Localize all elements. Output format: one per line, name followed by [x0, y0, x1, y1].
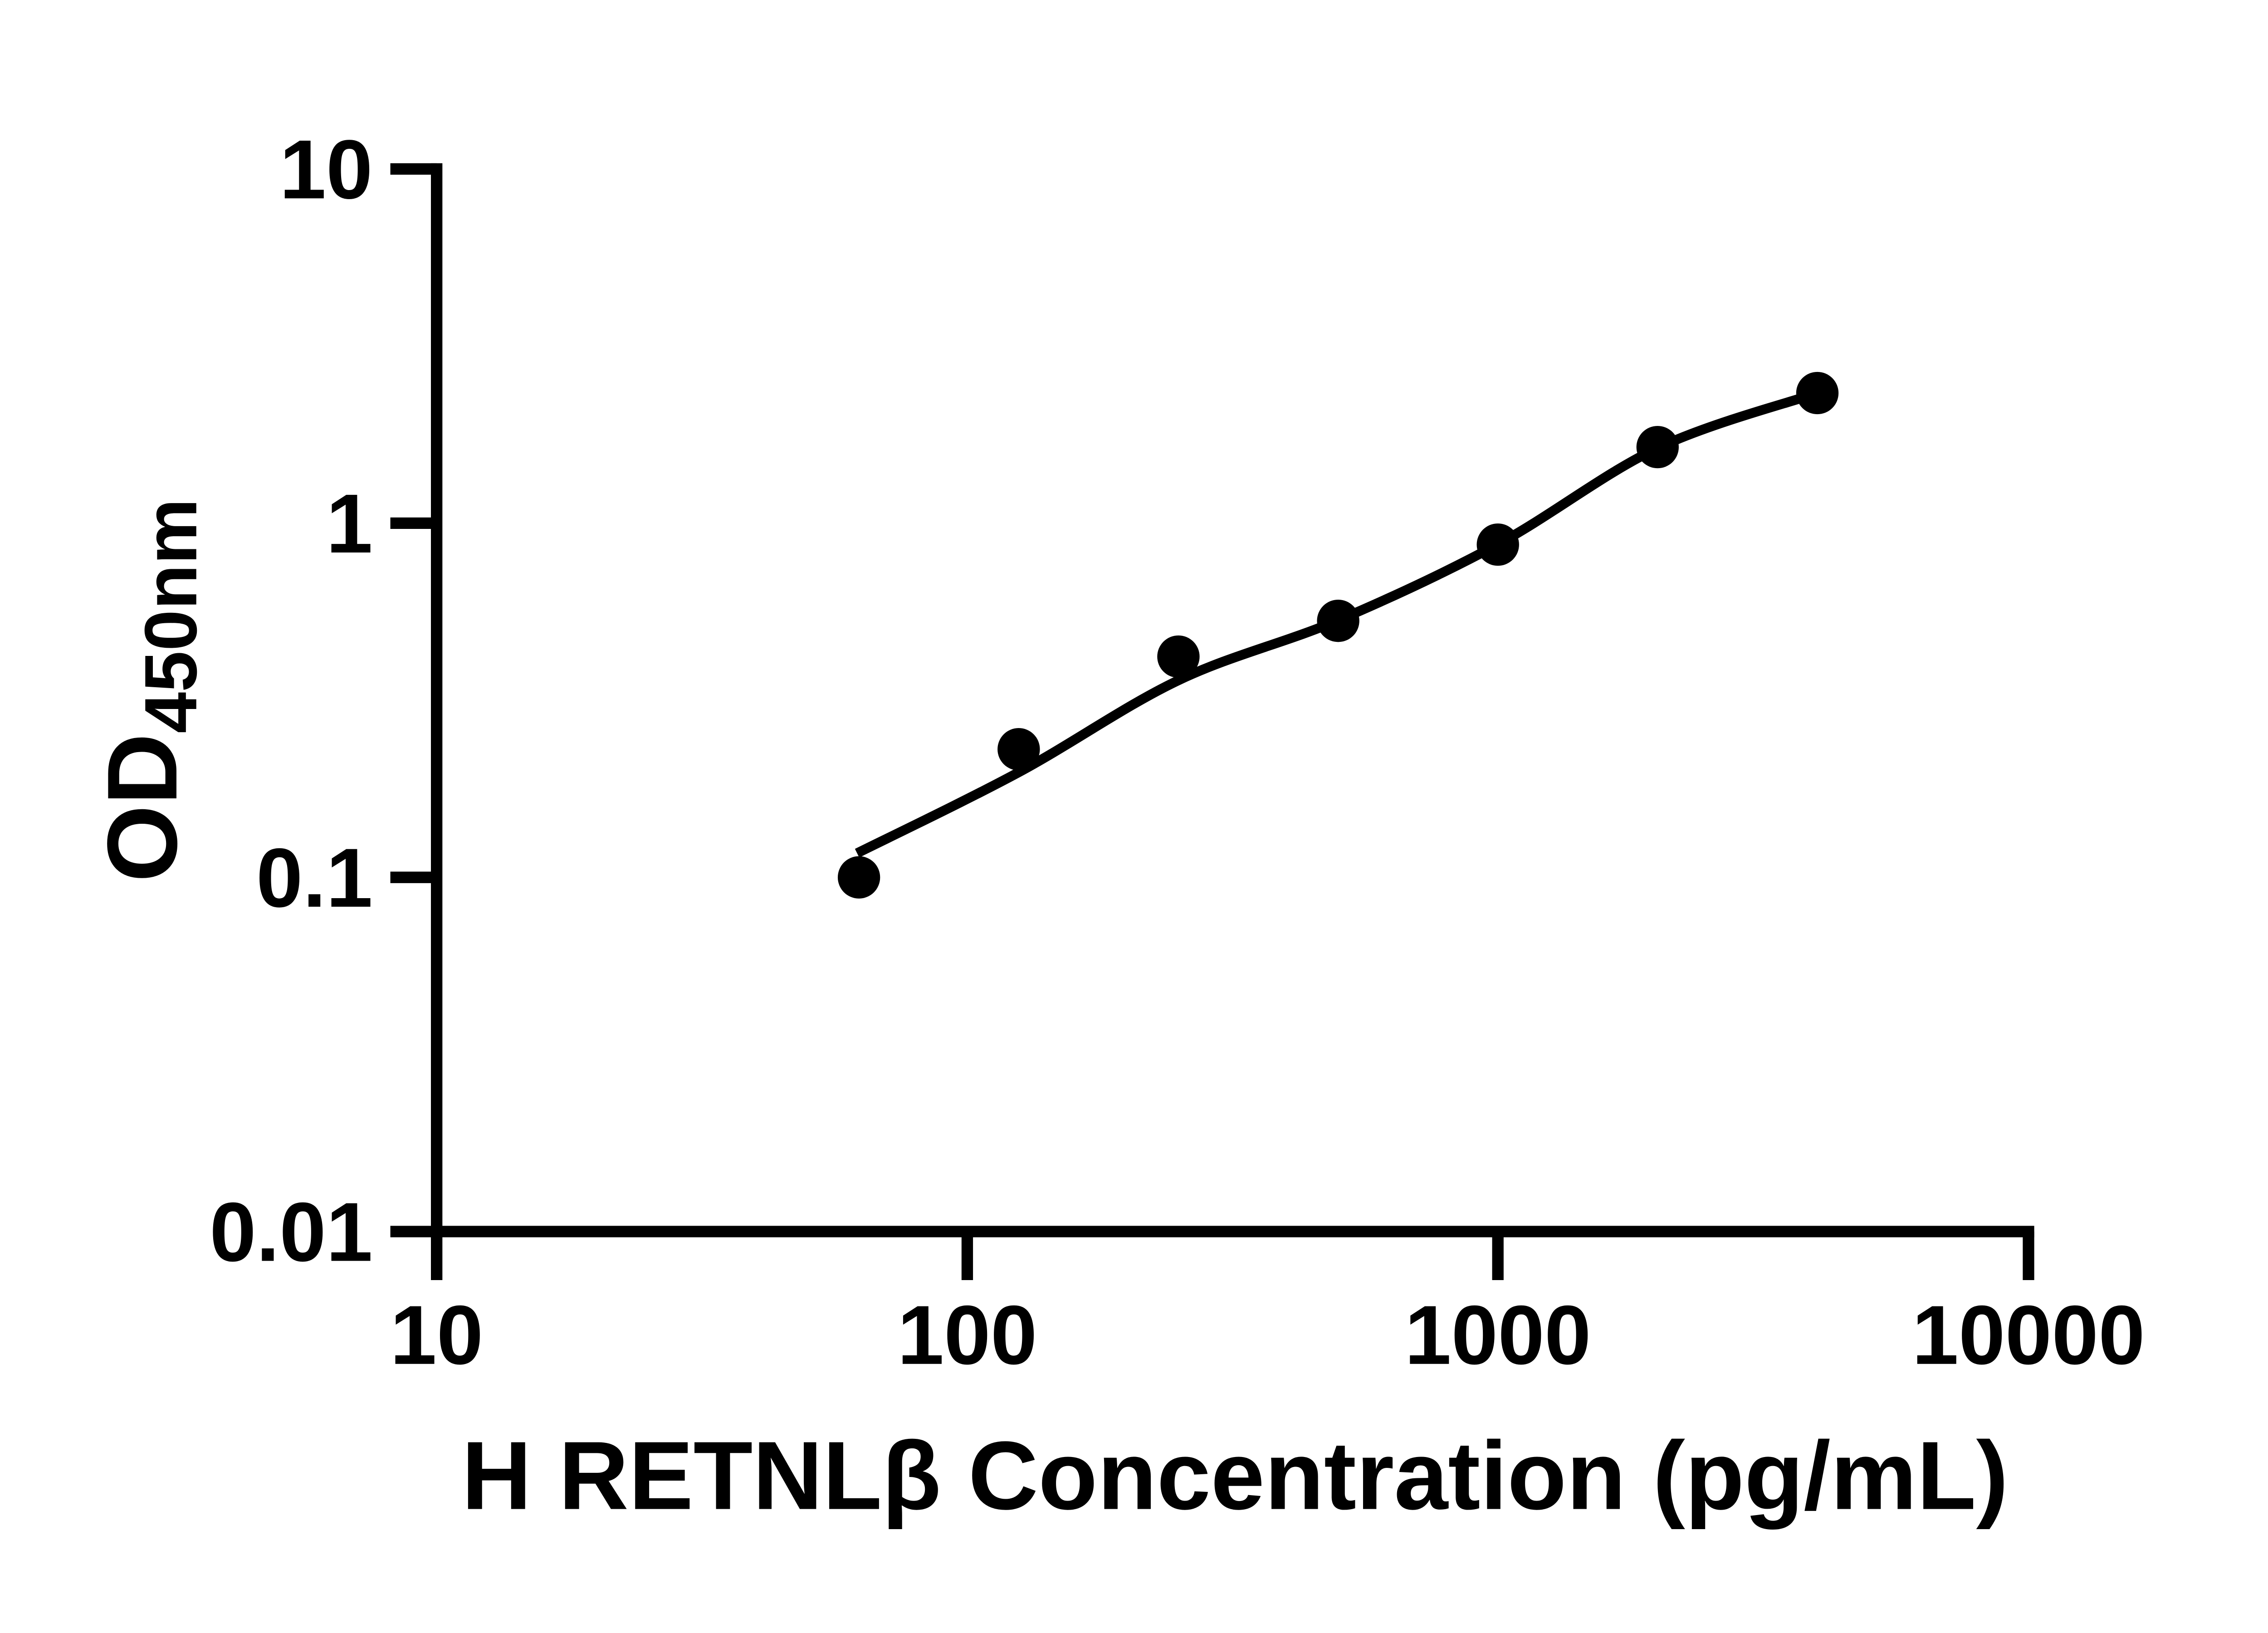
y-axis-title: OD450nm	[87, 499, 212, 882]
x-tick-label: 10000	[1912, 1289, 2145, 1382]
data-point	[1157, 635, 1200, 678]
y-tick-label: 10	[279, 123, 373, 216]
data-point	[837, 856, 880, 899]
data-point	[1796, 372, 1839, 415]
x-axis-title: H RETNLβ Concentration (pg/mL)	[462, 1422, 2009, 1530]
y-tick-label: 1	[326, 477, 373, 571]
data-point	[1317, 599, 1359, 642]
y-axis-title-subscript: 450nm	[129, 499, 212, 733]
y-tick-label: 0.1	[256, 831, 373, 925]
data-point	[997, 728, 1040, 771]
axis-spine	[431, 163, 2034, 1237]
y-tick-label: 0.01	[210, 1186, 373, 1279]
x-tick-label: 100	[897, 1289, 1037, 1382]
y-axis-tick-labels: 10 1 0.1 0.01	[210, 123, 373, 1279]
data-point	[1636, 425, 1679, 469]
data-points	[837, 372, 1839, 899]
data-point	[1476, 523, 1519, 566]
y-axis-ticks	[390, 163, 437, 1237]
x-tick-label: 10	[390, 1289, 483, 1382]
y-axis-title-main: OD	[87, 733, 198, 882]
x-axis-tick-labels: 10 100 1000 10000	[390, 1289, 2145, 1382]
x-axis-ticks	[431, 1232, 2034, 1280]
x-tick-label: 1000	[1405, 1289, 1591, 1382]
